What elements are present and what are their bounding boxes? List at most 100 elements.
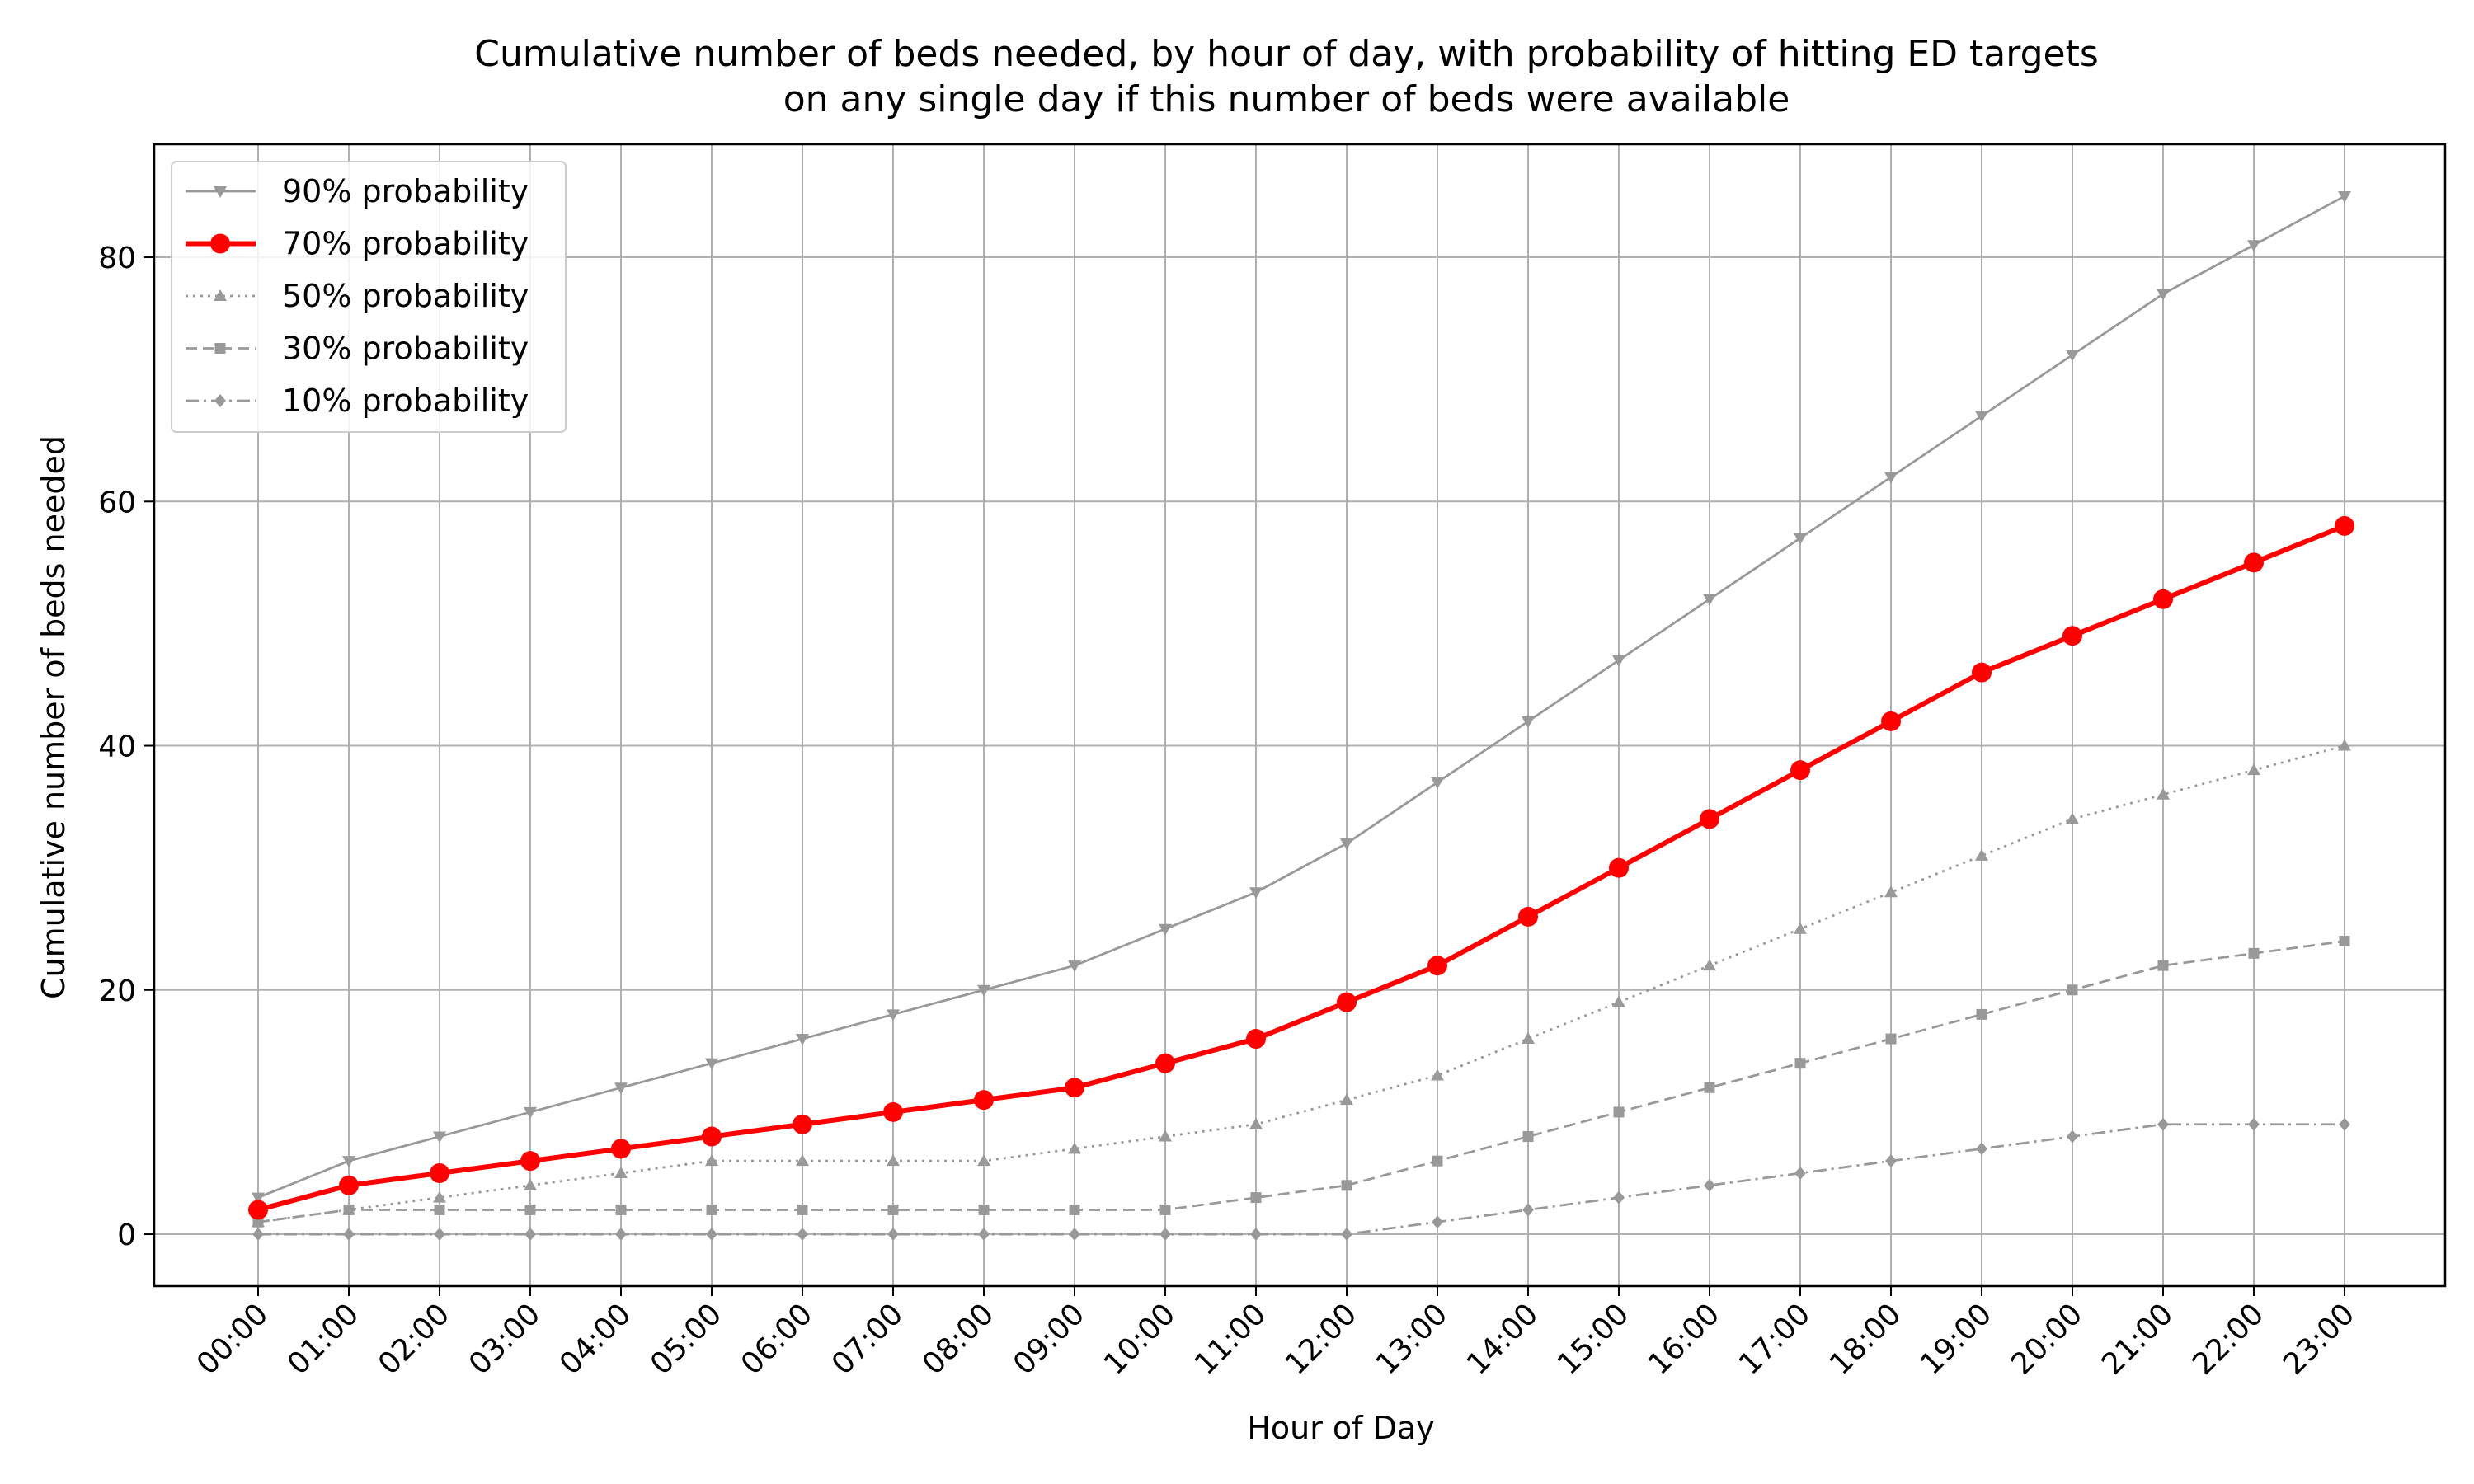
data-point xyxy=(1249,1117,1263,1129)
data-point xyxy=(1794,533,1807,545)
y-tick-label: 0 xyxy=(117,1219,136,1252)
data-point xyxy=(524,1228,536,1242)
data-point xyxy=(1700,809,1719,829)
x-tick-label: 22:00 xyxy=(2186,1297,2270,1381)
data-point xyxy=(2062,626,2082,646)
data-point xyxy=(1159,1204,1171,1215)
data-point xyxy=(1431,1068,1444,1081)
data-point xyxy=(706,1204,717,1215)
data-point xyxy=(1522,1131,1534,1143)
y-tick-label: 20 xyxy=(98,974,136,1008)
legend-label: 70% probability xyxy=(282,226,529,262)
data-point xyxy=(883,1101,903,1122)
x-tick-label: 00:00 xyxy=(190,1297,275,1381)
data-point xyxy=(1159,1228,1171,1242)
data-point xyxy=(1427,956,1447,976)
data-point xyxy=(1613,1190,1625,1205)
data-point xyxy=(615,1228,627,1242)
data-point xyxy=(2153,589,2173,609)
data-point xyxy=(248,1200,268,1220)
data-point xyxy=(2067,1129,2078,1144)
data-point xyxy=(705,1058,718,1070)
data-point xyxy=(1341,1228,1352,1242)
data-point xyxy=(342,1156,355,1168)
data-point xyxy=(1069,1204,1080,1215)
data-point xyxy=(797,1228,808,1242)
x-tick-label: 20:00 xyxy=(2005,1297,2089,1381)
data-point xyxy=(2157,289,2170,301)
y-tick-label: 60 xyxy=(98,486,136,519)
series-line xyxy=(257,744,2345,1223)
x-tick-label: 05:00 xyxy=(644,1297,728,1381)
legend-label: 30% probability xyxy=(282,331,529,367)
x-tick-label: 18:00 xyxy=(1823,1297,1907,1381)
x-tick-label: 17:00 xyxy=(1733,1297,1817,1381)
x-tick-label: 21:00 xyxy=(2095,1297,2180,1381)
data-point xyxy=(1518,906,1538,927)
x-tick-label: 12:00 xyxy=(1279,1297,1363,1381)
data-point xyxy=(339,1175,359,1195)
series-70-probability xyxy=(248,515,2354,1220)
data-point xyxy=(1975,411,1988,423)
data-point xyxy=(1703,594,1716,606)
data-point xyxy=(1340,1093,1353,1106)
data-point xyxy=(1155,1053,1175,1073)
legend-entry: 90% probability xyxy=(186,173,529,209)
data-point xyxy=(1976,1142,1987,1156)
data-point xyxy=(887,1228,899,1242)
data-point xyxy=(1975,848,1988,861)
data-point xyxy=(1609,857,1629,878)
data-point xyxy=(2248,947,2260,959)
data-point xyxy=(1885,1033,1897,1045)
data-point xyxy=(1704,1082,1715,1093)
data-point xyxy=(2067,984,2078,996)
data-point xyxy=(252,1192,265,1205)
x-tick-label: 07:00 xyxy=(825,1297,910,1381)
legend-marker xyxy=(214,289,227,301)
data-point xyxy=(2339,936,2350,947)
data-point xyxy=(2248,1117,2260,1131)
data-point xyxy=(2157,787,2170,800)
series-line xyxy=(258,1123,2345,1236)
x-tick-label: 15:00 xyxy=(1551,1297,1635,1381)
data-point xyxy=(430,1162,449,1183)
data-point xyxy=(1613,1106,1625,1118)
data-point xyxy=(1159,1129,1172,1142)
data-point xyxy=(1885,1154,1897,1168)
x-tick-label: 03:00 xyxy=(463,1297,547,1381)
x-tick-label: 19:00 xyxy=(1914,1297,1998,1381)
legend-box xyxy=(171,161,567,433)
data-point xyxy=(524,1204,536,1215)
data-point xyxy=(796,1154,809,1167)
data-point xyxy=(252,1228,264,1242)
data-point xyxy=(252,1216,264,1228)
data-point xyxy=(614,1166,628,1178)
series-10-probability xyxy=(252,1117,2350,1242)
x-tick-label: 02:00 xyxy=(372,1297,456,1381)
data-point xyxy=(1881,711,1901,731)
legend: 90% probability 70% probability 50% probab… xyxy=(171,161,567,433)
data-point xyxy=(1065,1078,1084,1098)
data-point xyxy=(793,1114,812,1134)
data-point xyxy=(1069,1228,1080,1242)
data-point xyxy=(706,1228,717,1242)
data-point xyxy=(977,984,990,997)
series-90-probability xyxy=(252,190,2351,1205)
data-point xyxy=(1522,1032,1535,1045)
x-tick-label: 14:00 xyxy=(1460,1297,1545,1381)
data-point xyxy=(1976,1008,1987,1020)
data-point xyxy=(433,1131,446,1144)
x-tick-label: 13:00 xyxy=(1370,1297,1454,1381)
legend-marker xyxy=(214,343,226,354)
data-point xyxy=(887,1009,900,1021)
data-point xyxy=(796,1034,809,1046)
data-point xyxy=(1432,1215,1443,1229)
series-line xyxy=(257,195,2345,1199)
data-point xyxy=(978,1228,990,1242)
data-point xyxy=(524,1106,537,1119)
x-tick-label: 11:00 xyxy=(1188,1297,1272,1381)
series-group xyxy=(248,190,2354,1242)
data-point xyxy=(887,1154,900,1167)
y-axis-label: Cumulative number of beds needed xyxy=(35,435,72,999)
